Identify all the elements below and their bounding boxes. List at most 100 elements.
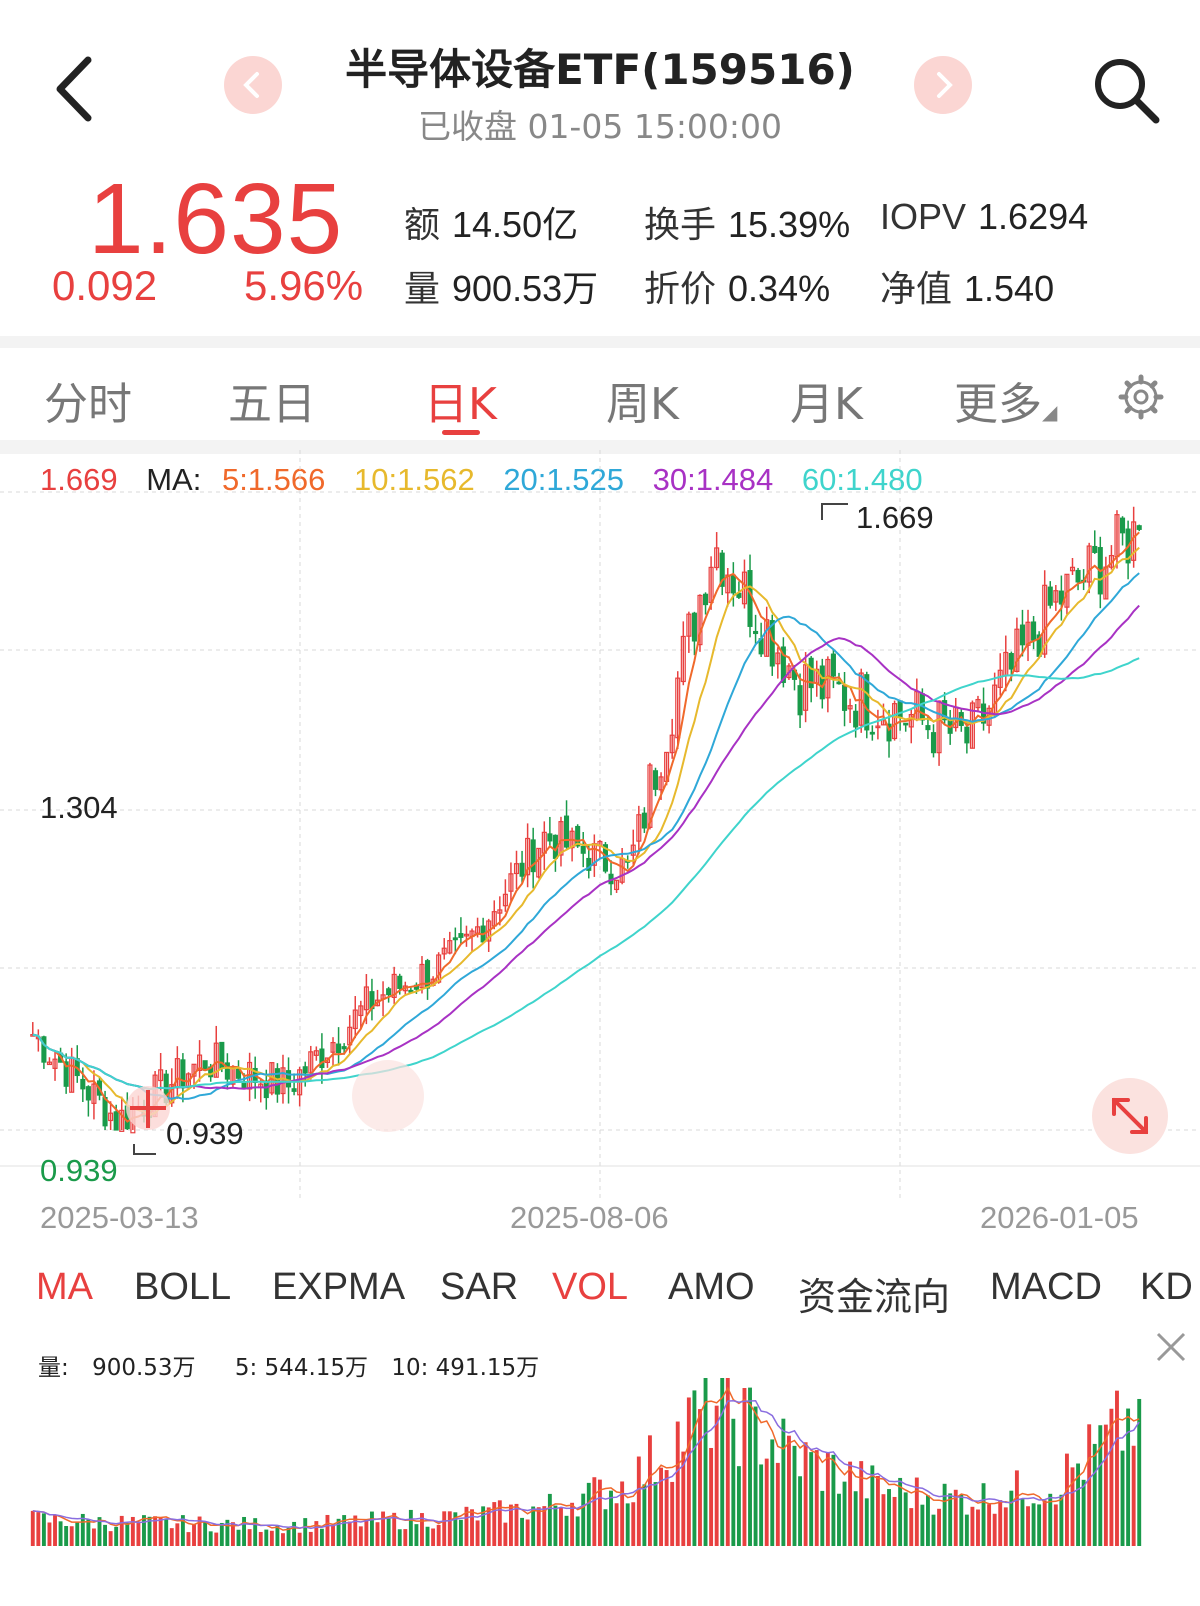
indicator-vol[interactable]: VOL: [552, 1266, 629, 1308]
volume-bar: [625, 1503, 630, 1546]
candle-body: [358, 1005, 364, 1017]
candlestick-chart[interactable]: [0, 440, 1200, 1200]
candle-body: [447, 940, 453, 954]
tab-daily-k[interactable]: 日K: [424, 379, 497, 430]
indicator-fund-flow[interactable]: 资金流向: [798, 1277, 951, 1319]
date-mid: 2025-08-06: [510, 1200, 669, 1235]
candle-body: [213, 1042, 219, 1078]
volume-bar: [342, 1515, 347, 1546]
ma5-value: 5:1.566: [221, 462, 326, 497]
candle-body: [386, 988, 392, 996]
next-stock-button[interactable]: [914, 56, 972, 114]
indicator-macd[interactable]: MACD: [990, 1266, 1102, 1308]
candle-body: [397, 975, 403, 989]
ma10-line: [32, 546, 1140, 1117]
close-icon[interactable]: [1154, 1330, 1188, 1364]
volume-bar: [1026, 1506, 1030, 1546]
indicator-boll[interactable]: BOLL: [134, 1266, 232, 1308]
candle-body: [191, 1063, 197, 1077]
volume-bar: [1081, 1479, 1086, 1546]
volume-bar: [742, 1388, 747, 1546]
candle-body: [725, 574, 731, 594]
volume-bar: [1059, 1494, 1064, 1546]
volume-bar: [264, 1529, 269, 1546]
volume-bar: [197, 1516, 202, 1546]
volume-bar: [369, 1511, 374, 1546]
back-arrow-icon[interactable]: [52, 54, 100, 124]
candle-body: [224, 1062, 230, 1080]
tab-more[interactable]: 更多◢: [954, 379, 1058, 430]
page-title: 半导体设备ETF(159516): [345, 45, 855, 94]
prev-stock-button[interactable]: [224, 56, 282, 114]
candle-body: [502, 893, 508, 907]
low-marker-label: 0.939: [166, 1116, 244, 1151]
volume-bar: [675, 1421, 680, 1546]
volume-bar: [475, 1520, 480, 1546]
candle-body: [1019, 624, 1026, 646]
search-icon[interactable]: [1092, 56, 1162, 126]
indicator-sar[interactable]: SAR: [440, 1266, 519, 1308]
volume-bar: [698, 1409, 702, 1546]
candle-body: [652, 770, 659, 790]
volume-bar: [736, 1466, 741, 1546]
tab-weekly-k[interactable]: 周K: [606, 379, 679, 430]
volume-bar: [164, 1518, 169, 1546]
tab-intraday[interactable]: 分时: [44, 379, 132, 430]
volume-bar: [875, 1475, 880, 1546]
candle-body: [753, 630, 759, 635]
volume-bar: [1064, 1453, 1069, 1546]
volume-bar: [642, 1484, 647, 1546]
indicator-kd[interactable]: KD: [1140, 1266, 1193, 1308]
price-change-percent: 5.96%: [244, 262, 364, 309]
candle-body: [1119, 517, 1126, 534]
indicator-expma[interactable]: EXPMA: [272, 1266, 406, 1308]
volume-bar: [581, 1493, 586, 1546]
volume-ma10: 10: 491.15万: [391, 1355, 540, 1381]
volume-bar: [458, 1519, 463, 1546]
volume-bar: [41, 1513, 46, 1546]
low-crosshair-icon: [126, 1086, 170, 1155]
price-change: 0.092: [52, 262, 158, 309]
volume-bar: [169, 1528, 174, 1546]
volume-bar: [681, 1451, 686, 1546]
candle-body: [525, 837, 531, 876]
stat-discount: 折价 0.34%: [644, 268, 831, 309]
high-marker-label: 1.669: [856, 500, 934, 535]
volume-ma-lines: [32, 1386, 1140, 1531]
volume-bar: [1053, 1504, 1058, 1546]
volume-bar: [531, 1506, 536, 1546]
volume-bar: [825, 1452, 830, 1546]
volume-bars: [30, 1378, 1142, 1546]
volume-bar: [575, 1516, 580, 1546]
volume-bar: [837, 1493, 841, 1546]
volume-bar: [375, 1522, 380, 1546]
candle-body: [319, 1048, 325, 1069]
candle-body: [91, 1083, 97, 1104]
candle-body: [680, 635, 686, 683]
candle-body: [669, 734, 675, 754]
gear-icon[interactable]: [1118, 374, 1164, 420]
indicator-amo[interactable]: AMO: [668, 1266, 755, 1308]
volume-bar: [108, 1531, 113, 1546]
volume-bar: [425, 1526, 430, 1546]
volume-bar: [186, 1532, 191, 1546]
candle-body: [1086, 545, 1092, 583]
candle-body: [519, 862, 525, 877]
crosshair-handle[interactable]: [352, 1060, 424, 1132]
candle-body: [52, 1058, 58, 1069]
volume-bar: [119, 1515, 124, 1546]
volume-bar: [208, 1531, 213, 1546]
candle-body: [730, 574, 736, 594]
volume-bar: [686, 1397, 691, 1546]
candle-body: [508, 873, 514, 892]
candle-body: [714, 547, 720, 569]
volume-bar: [831, 1454, 836, 1546]
tab-five-day[interactable]: 五日: [228, 379, 316, 430]
candle-body: [853, 710, 859, 728]
fullscreen-button[interactable]: [1092, 1078, 1168, 1154]
volume-bar: [564, 1515, 569, 1546]
indicator-ma[interactable]: MA: [36, 1266, 93, 1308]
volume-bar: [358, 1526, 363, 1546]
volume-bar: [631, 1502, 636, 1546]
tab-monthly-k[interactable]: 月K: [790, 379, 863, 430]
